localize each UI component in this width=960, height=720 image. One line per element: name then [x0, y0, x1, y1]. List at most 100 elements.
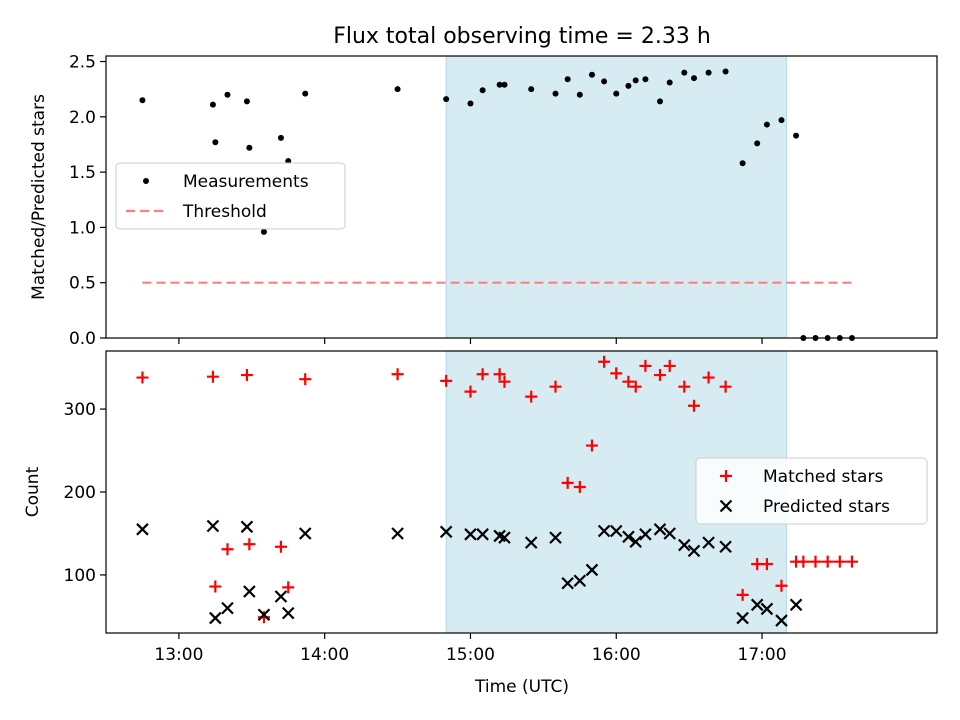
- matched-stars-point: [561, 476, 574, 489]
- matched-stars-point: [663, 359, 676, 372]
- predicted-stars-point: [609, 524, 623, 538]
- chart-title: Flux total observing time = 2.33 h: [333, 24, 711, 49]
- measurements-point: [800, 335, 807, 341]
- matched-stars-point: [464, 385, 477, 398]
- x-tick-label: 14:00: [300, 645, 349, 665]
- predicted-stars-point: [136, 523, 149, 536]
- measurements-point: [564, 76, 571, 83]
- predicted-stars-point: [561, 576, 574, 590]
- matched-stars-point: [678, 380, 691, 393]
- measurements-point: [277, 134, 284, 141]
- measurements-point: [394, 86, 401, 93]
- matched-stars-point: [391, 368, 404, 381]
- measurements-point: [632, 77, 639, 84]
- predicted-stars-point: [629, 535, 642, 549]
- measurements-point: [848, 335, 855, 341]
- x-axis-label: Time (UTC): [474, 677, 569, 697]
- predicted-stars-point: [736, 611, 749, 625]
- matched-stars-point: [221, 543, 234, 556]
- legend-swatch-matched-stars: [720, 470, 732, 482]
- top-y-tick-label: 2.5: [69, 53, 96, 73]
- predicted-stars-point: [281, 606, 295, 620]
- predicted-stars-point: [760, 602, 774, 616]
- measurements-point: [812, 335, 819, 341]
- bottom-legend-box: [695, 457, 928, 525]
- matched-stars-point: [622, 375, 635, 388]
- measurements-point: [625, 82, 632, 89]
- matched-stars-point: [809, 555, 822, 568]
- predicted-stars-point: [719, 540, 732, 554]
- bottom-y-tick-label: 100: [64, 566, 96, 586]
- measurements-point: [501, 81, 508, 88]
- matched-stars-point: [209, 580, 222, 593]
- legend-label-threshold: Threshold: [182, 202, 267, 222]
- legend-label-matched-stars: Matched stars: [763, 467, 883, 487]
- measurements-point: [691, 75, 698, 82]
- matched-stars-point: [206, 370, 219, 383]
- matched-stars-point: [639, 359, 652, 372]
- matched-stars-point: [845, 555, 858, 568]
- predicted-stars-point: [391, 527, 404, 540]
- measurements-point: [260, 228, 267, 235]
- matched-stars-point: [136, 371, 149, 384]
- matched-stars-point: [257, 611, 270, 624]
- predicted-stars-point: [678, 538, 691, 552]
- matched-stars-point: [629, 380, 642, 393]
- predicted-stars-point: [573, 574, 587, 588]
- predicted-stars-point: [498, 531, 511, 544]
- predicted-stars-point: [240, 520, 254, 534]
- measurements-point: [793, 132, 800, 139]
- measurements-point: [139, 97, 146, 104]
- measurements-point: [754, 140, 761, 147]
- measurements-point: [763, 121, 770, 128]
- top-y-axis-label: Matched/Predicted stars: [29, 94, 49, 300]
- matched-stars-point: [274, 540, 287, 553]
- predicted-stars-point: [209, 611, 222, 625]
- x-tick-label: 15:00: [446, 645, 495, 665]
- predicted-stars-point: [702, 536, 715, 549]
- bottom-legend: Matched stars Predicted stars: [695, 457, 928, 525]
- measurements-point: [443, 96, 450, 103]
- top-y-tick-label: 0.5: [69, 274, 96, 294]
- predicted-stars-point: [476, 528, 489, 541]
- predicted-stars-point: [524, 536, 538, 549]
- matched-stars-point: [833, 555, 846, 568]
- measurements-point: [681, 69, 688, 76]
- predicted-stars-point: [653, 523, 667, 536]
- matched-stars-point: [702, 371, 715, 384]
- matched-stars-point: [775, 579, 788, 592]
- top-legend: Measurements Threshold: [115, 162, 346, 230]
- matched-stars-point: [585, 439, 598, 452]
- predicted-stars-point: [274, 590, 288, 603]
- matched-stars-point: [821, 555, 834, 568]
- matched-stars-point: [525, 390, 538, 403]
- predicted-stars-point: [750, 598, 764, 612]
- top-axes-frame: [105, 55, 938, 339]
- x-tick-label: 16:00: [592, 645, 641, 665]
- matched-stars-point: [797, 555, 810, 568]
- predicted-stars-point: [585, 563, 599, 577]
- measurements-point: [657, 98, 663, 105]
- measurements-point: [824, 335, 831, 341]
- predicted-stars-point: [221, 601, 234, 615]
- matched-stars-point: [240, 369, 253, 382]
- legend-label-measurements: Measurements: [183, 172, 309, 192]
- measurements-point: [588, 71, 595, 78]
- matched-stars-point: [549, 380, 562, 393]
- matched-stars-point: [573, 481, 586, 494]
- measurements-point: [601, 78, 608, 85]
- predicted-stars-point: [597, 524, 611, 538]
- x-tick-label: 13:00: [154, 645, 203, 665]
- legend-swatch-predicted-stars: [719, 499, 733, 513]
- measurements-point: [552, 90, 559, 97]
- top-y-tick-label: 1.0: [69, 218, 96, 238]
- measurements-point: [642, 76, 649, 83]
- measurements-point: [246, 144, 253, 151]
- top-observing-span: [445, 55, 787, 339]
- predicted-stars-point: [789, 598, 803, 612]
- matched-stars-point: [299, 373, 312, 386]
- measurements-point: [613, 90, 620, 97]
- measurements-point: [496, 81, 503, 88]
- bottom-y-tick-label: 200: [64, 483, 96, 503]
- bottom-y-axis-label: Count: [23, 466, 43, 517]
